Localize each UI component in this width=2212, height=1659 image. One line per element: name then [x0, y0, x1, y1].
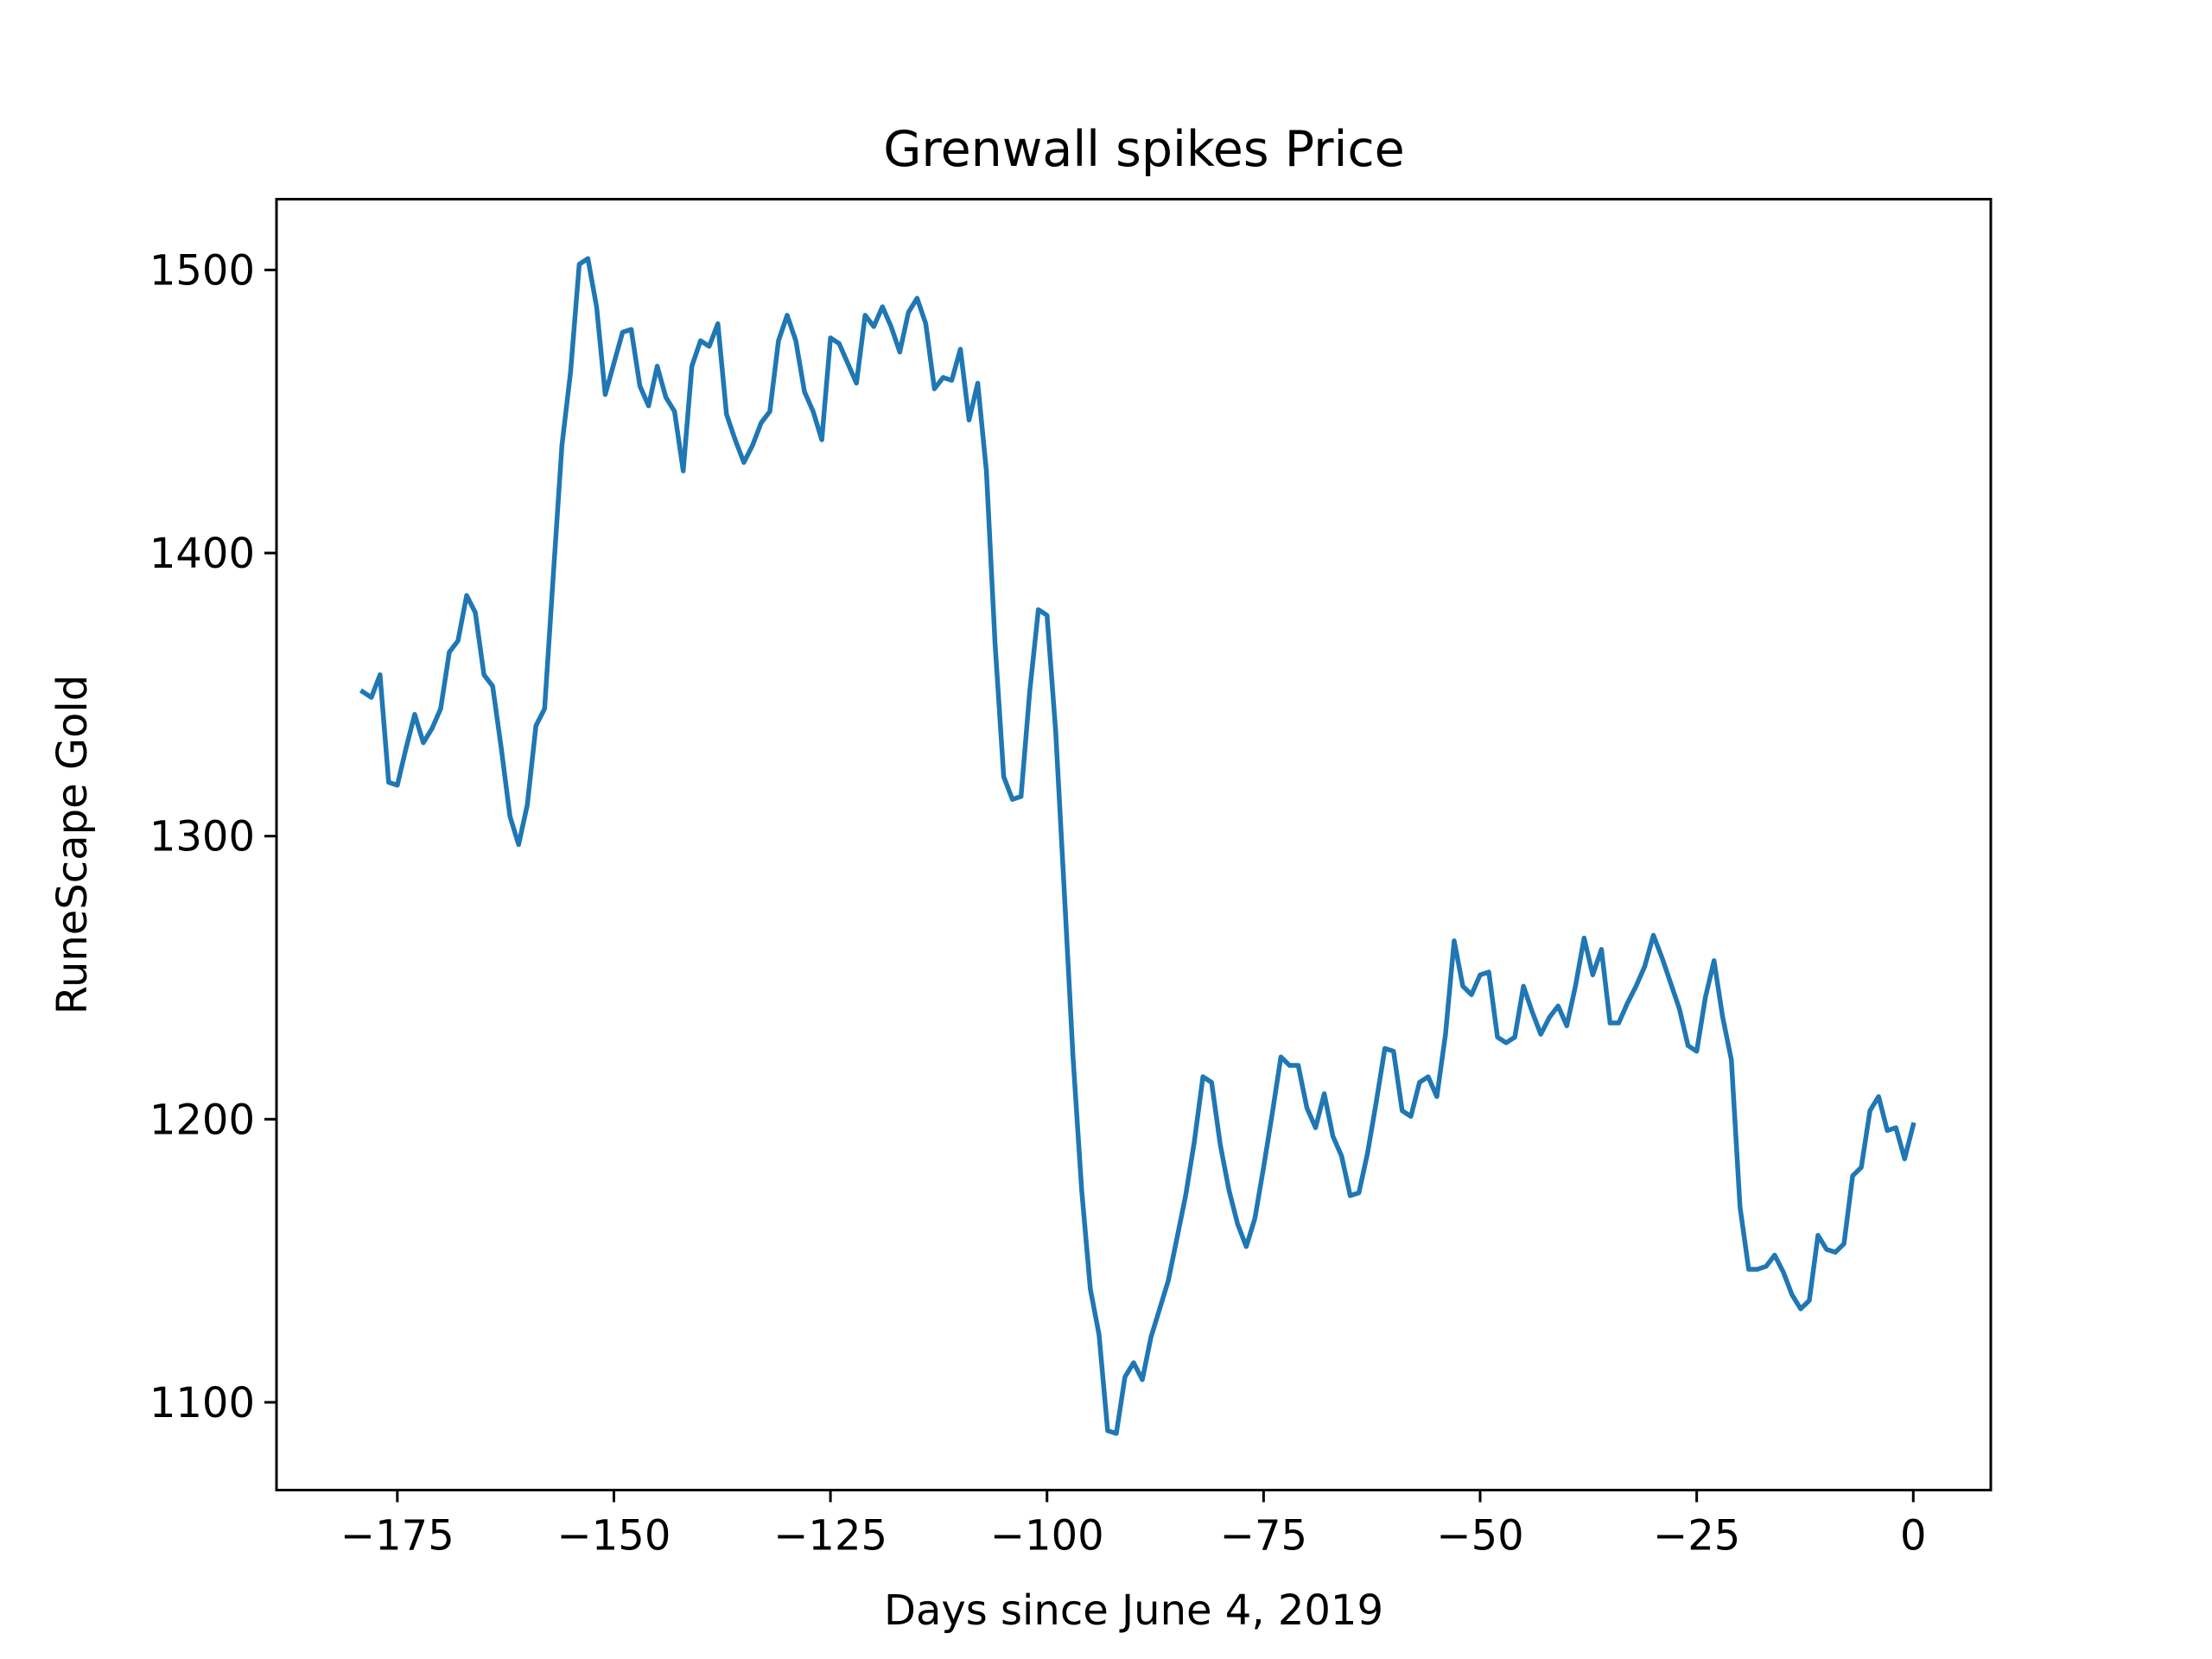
- plot-area-frame: [275, 198, 1993, 1491]
- x-tick-label: −75: [1220, 1512, 1307, 1560]
- y-axis-label: RuneScape Gold: [48, 675, 97, 1014]
- x-tick-label: −150: [557, 1512, 671, 1560]
- chart-title: Grenwall spikes Price: [883, 121, 1405, 178]
- x-tick-label: 0: [1900, 1512, 1927, 1560]
- axis-ticks: −175 −150 −125 −100 −75 −50 −25 0 1100 1200 1300 14…: [149, 246, 1927, 1560]
- price-series-line: [359, 256, 1916, 1436]
- y-tick-label: 1200: [149, 1096, 255, 1144]
- x-tick-label: −175: [340, 1512, 454, 1560]
- y-tick-label: 1500: [149, 246, 255, 295]
- x-tick-label: −125: [773, 1512, 887, 1560]
- x-axis-label: Days since June 4, 2019: [884, 1586, 1383, 1635]
- y-tick-label: 1400: [149, 530, 255, 578]
- x-tick-label: −25: [1653, 1512, 1740, 1560]
- y-tick-label: 1300: [149, 813, 255, 861]
- y-tick-label: 1100: [149, 1379, 255, 1427]
- x-tick-label: −100: [990, 1512, 1104, 1560]
- x-tick-label: −50: [1436, 1512, 1523, 1560]
